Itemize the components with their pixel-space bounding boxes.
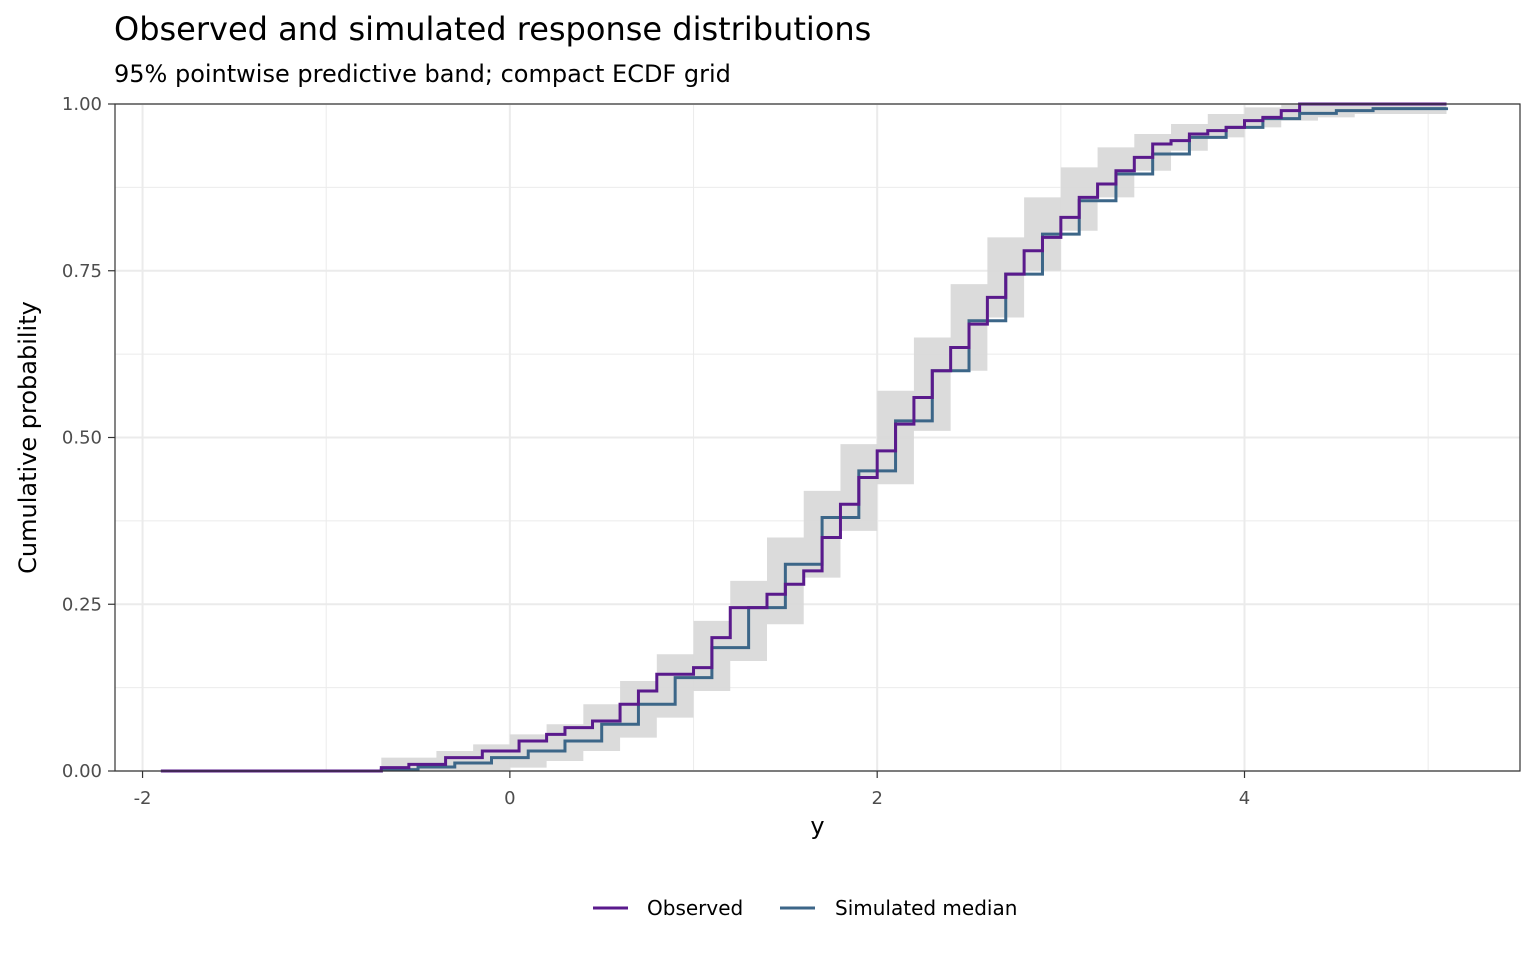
predictive-band-area — [381, 104, 1447, 771]
chart-subtitle: 95% pointwise predictive band; compact E… — [114, 60, 731, 88]
x-axis-title: y — [810, 812, 824, 840]
series-lines — [160, 102, 1449, 773]
x-tick-label: 0 — [504, 788, 515, 809]
predictive-band — [381, 104, 1447, 771]
x-tick-label: -2 — [134, 788, 152, 809]
x-tick-label: 4 — [1239, 788, 1250, 809]
chart-title: Observed and simulated response distribu… — [114, 10, 871, 48]
x-tick-label: 2 — [871, 788, 882, 809]
series-observed-line — [160, 102, 1447, 773]
y-tick-label: 1.00 — [62, 94, 102, 115]
y-tick-label: 0.25 — [62, 594, 102, 615]
y-axis-title: Cumulative probability — [14, 301, 42, 574]
y-tick-label: 0.50 — [62, 428, 102, 449]
legend: Observed Simulated median — [593, 896, 1017, 920]
legend-label-observed: Observed — [647, 896, 743, 920]
y-tick-label: 0.00 — [62, 761, 102, 782]
legend-label-simulated-median: Simulated median — [835, 896, 1017, 920]
axes: -2 0 2 4 0.00 0.25 0.50 0.75 1.00 — [62, 94, 1250, 809]
y-tick-label: 0.75 — [62, 261, 102, 282]
